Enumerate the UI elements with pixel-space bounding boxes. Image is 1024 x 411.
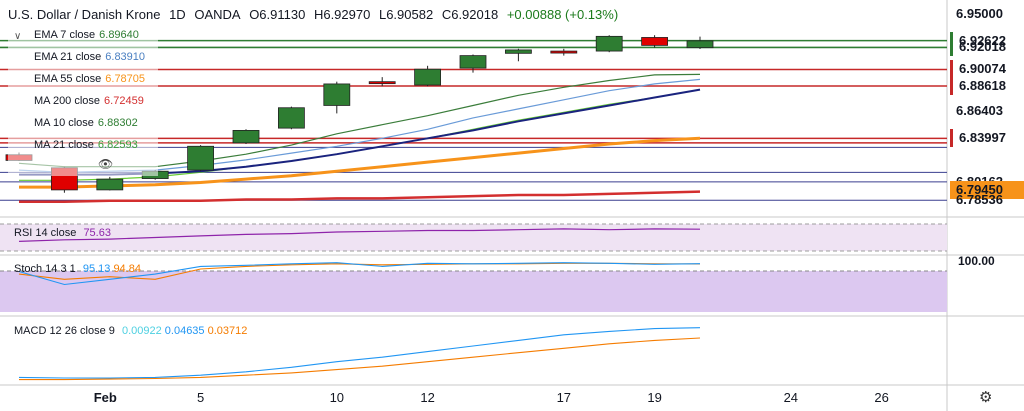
visibility-eye-icon[interactable]: 👁 <box>98 157 114 171</box>
x-axis-tick: 17 <box>557 390 571 405</box>
interval-label[interactable]: 1D <box>169 7 186 22</box>
indicator-label: MA 200 close <box>34 95 101 107</box>
collapse-chevron-icon[interactable]: ∨ <box>14 31 22 42</box>
stoch-k-value: 95.13 <box>82 263 111 275</box>
candle-body <box>414 68 442 86</box>
stoch-k-line <box>18 262 701 286</box>
source-label: OANDA <box>194 7 241 22</box>
stoch-label: Stoch 14 3 1 <box>14 263 76 275</box>
indicator-label: MA 21 close <box>34 139 94 151</box>
candle-body <box>323 83 351 106</box>
candle-body <box>504 49 532 54</box>
price-axis-label: 6.90074 <box>950 60 1024 79</box>
price-axis-label: 6.95000 <box>956 5 1003 21</box>
candle-body <box>550 50 578 54</box>
price-axis-label: 6.78536 <box>956 192 1003 208</box>
price-axis-label: 6.88618 <box>950 76 1024 95</box>
indicator-row[interactable]: EMA 7 close 6.89640 <box>34 26 139 44</box>
rsi-line <box>18 228 701 242</box>
x-axis-tick: 10 <box>330 390 344 405</box>
x-axis-tick: 19 <box>647 390 661 405</box>
indicator-row[interactable]: EMA 21 close 6.83910 <box>34 48 145 66</box>
indicator-row[interactable]: MA 10 close 6.88302 <box>34 114 138 132</box>
indicator-value: 6.88302 <box>97 117 138 129</box>
low-value: L6.90582 <box>378 7 434 22</box>
candle-body <box>368 81 396 85</box>
indicator-row[interactable]: EMA 55 close 6.78705 <box>34 70 145 88</box>
indicator-label: EMA 7 close <box>34 29 96 41</box>
indicator-value: 6.83910 <box>105 51 146 63</box>
rsi-label: RSI 14 close <box>14 227 77 239</box>
legend-backdrop <box>8 26 158 176</box>
candle-body <box>277 107 305 129</box>
price-axis-label: 6.86403 <box>956 103 1003 119</box>
indicator-label: EMA 55 close <box>34 73 102 85</box>
candle-body <box>459 55 487 69</box>
rsi-legend: RSI 14 close 75.63 <box>14 227 111 239</box>
symbol-title: U.S. Dollar / Danish Krone <box>8 7 161 22</box>
x-axis-tick: 26 <box>874 390 888 405</box>
ma-series-line <box>19 190 701 204</box>
macd-label: MACD 12 26 close 9 <box>14 325 115 337</box>
price-axis-label: 6.92018 <box>950 38 1024 57</box>
indicator-value: 6.89640 <box>99 29 139 41</box>
settings-gear-icon[interactable]: ⚙ <box>979 389 993 406</box>
open-value: O6.91130 <box>249 7 306 22</box>
stoch-legend: Stoch 14 3 1 95.13 94.84 <box>14 263 141 275</box>
indicator-label: MA 10 close <box>34 117 94 129</box>
stoch-band <box>0 271 947 312</box>
macd-signal-line <box>19 337 701 381</box>
x-axis-tick: 5 <box>197 390 204 405</box>
x-axis-tick: Feb <box>94 390 117 405</box>
chart-header: U.S. Dollar / Danish Krone 1D OANDA O6.9… <box>8 7 623 22</box>
x-axis-tick: 24 <box>784 390 798 405</box>
price-axis-label: 6.79450 <box>950 180 1024 199</box>
price-axis-label: 6.83997 <box>950 129 1024 148</box>
indicator-value: 6.82593 <box>97 139 138 151</box>
stoch-d-value: 94.84 <box>113 263 141 275</box>
x-axis-tick: 12 <box>420 390 434 405</box>
stoch-axis-tick: 100.00 <box>958 254 995 268</box>
macd-line-value: 0.04635 <box>164 325 205 337</box>
close-value: C6.92018 <box>441 7 499 22</box>
indicator-value: 6.72459 <box>104 95 144 107</box>
candle-body <box>232 129 260 144</box>
candle-body <box>686 40 714 49</box>
indicator-row[interactable]: MA 21 close 6.82593 <box>34 136 138 154</box>
candle-body <box>595 35 623 52</box>
macd-signal-value: 0.03712 <box>207 325 248 337</box>
indicator-label: EMA 21 close <box>34 51 102 63</box>
macd-line <box>18 327 701 379</box>
rsi-value: 75.63 <box>83 227 111 239</box>
candle-body <box>187 145 215 171</box>
macd-hist-value: 0.00922 <box>121 325 162 337</box>
indicator-row[interactable]: MA 200 close 6.72459 <box>34 92 144 110</box>
change-value: +0.00888 (+0.13%) <box>506 7 619 22</box>
ma-series-line <box>19 136 701 189</box>
candle-body <box>641 37 668 46</box>
indicator-value: 6.78705 <box>105 73 146 85</box>
macd-legend: MACD 12 26 close 9 0.00922 0.04635 0.037… <box>14 325 247 337</box>
high-value: H6.92970 <box>313 7 371 22</box>
candle-body <box>96 178 124 191</box>
